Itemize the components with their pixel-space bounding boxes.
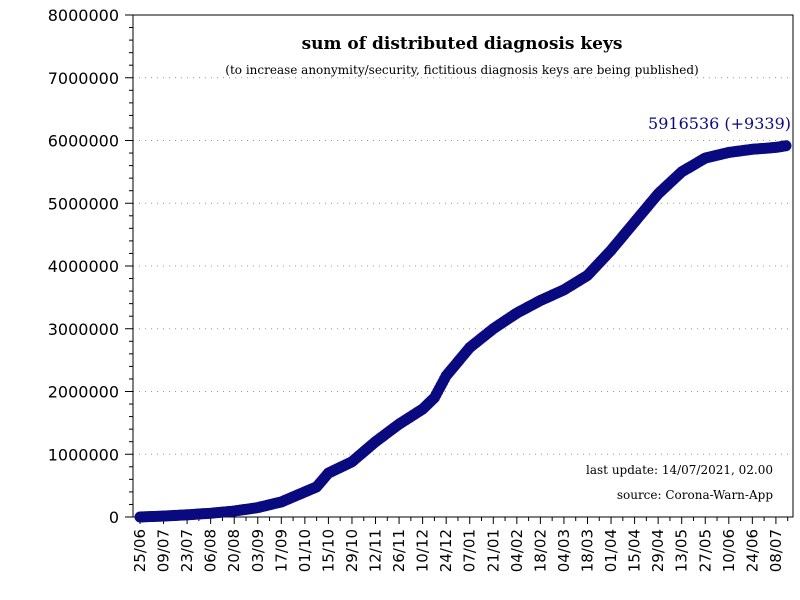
x-tick-label: 21/01 [484, 529, 502, 572]
x-tick-label: 04/02 [508, 529, 526, 572]
x-tick-label: 01/10 [296, 529, 314, 572]
x-tick-label: 29/04 [649, 529, 667, 572]
x-tick-label: 25/06 [131, 529, 149, 572]
x-tick-label: 04/03 [555, 529, 573, 572]
x-tick-label: 09/07 [155, 529, 173, 572]
x-tick-label: 08/07 [767, 529, 785, 572]
x-axis: 25/06 09/07 23/07 06/08 20/08 03/09 17/09 01/10… [131, 517, 789, 572]
x-tick-label: 10/06 [720, 529, 738, 572]
x-tick-label: 07/01 [461, 529, 479, 572]
x-tick-label: 24/12 [437, 529, 455, 572]
x-tick-label: 29/10 [343, 529, 361, 572]
x-tick-label: 10/12 [414, 529, 432, 572]
y-tick-label: 3000000 [48, 320, 119, 339]
y-axis: 0 1000000 2000000 3000000 4000000 5000000 6000… [48, 6, 133, 527]
y-tick-label: 8000000 [48, 6, 119, 25]
x-tick-label: 27/05 [696, 529, 714, 572]
x-tick-label: 20/08 [225, 529, 243, 572]
x-tick-label: 26/11 [390, 529, 408, 572]
x-tick-label: 12/11 [367, 529, 385, 572]
x-tick-label: 15/04 [626, 529, 644, 572]
x-tick-label: 03/09 [249, 529, 267, 572]
x-tick-label: 23/07 [178, 529, 196, 572]
y-tick-label: 7000000 [48, 69, 119, 88]
chart-title: sum of distributed diagnosis keys [302, 34, 623, 54]
last-update-note: last update: 14/07/2021, 02.00 [586, 463, 773, 477]
y-tick-label: 4000000 [48, 257, 119, 276]
x-tick-label: 18/02 [531, 529, 549, 572]
source-note: source: Corona-Warn-App [617, 488, 773, 502]
x-tick-label: 18/03 [578, 529, 596, 572]
y-tick-label: 0 [109, 508, 119, 527]
x-tick-label: 24/06 [743, 529, 761, 572]
latest-value-annotation: 5916536 (+9339) [648, 114, 791, 133]
chart-subtitle: (to increase anonymity/security, fictiti… [225, 63, 698, 77]
x-tick-label: 06/08 [202, 529, 220, 572]
x-tick-label: 17/09 [272, 529, 290, 572]
grid [133, 77, 793, 455]
y-tick-label: 1000000 [48, 445, 119, 464]
y-tick-label: 2000000 [48, 383, 119, 402]
x-tick-label: 01/04 [602, 529, 620, 572]
x-tick-label: 13/05 [673, 529, 691, 572]
data-series [134, 140, 792, 523]
y-tick-label: 5000000 [48, 194, 119, 213]
y-tick-label: 6000000 [48, 132, 119, 151]
data-point [780, 140, 792, 152]
x-tick-label: 15/10 [319, 529, 337, 572]
